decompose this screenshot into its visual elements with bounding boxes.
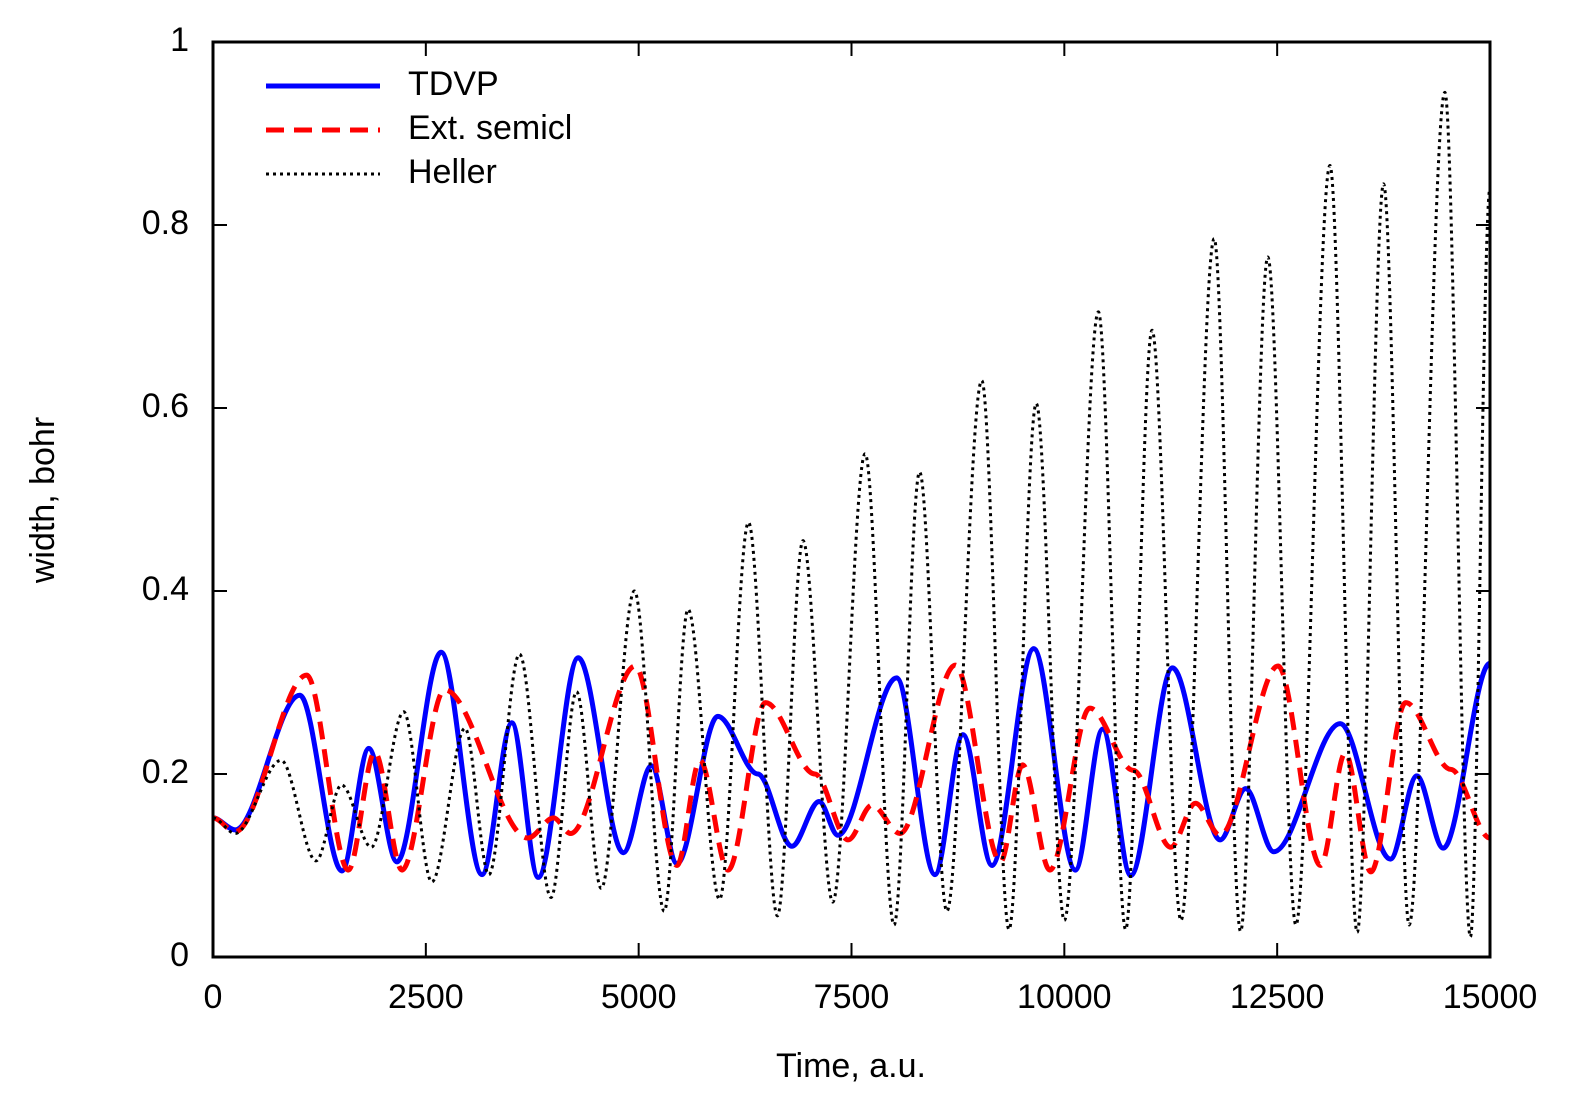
x-tick-label: 7500 xyxy=(814,978,890,1016)
y-tick-label: 0.4 xyxy=(142,570,189,608)
x-axis-label: Time, a.u. xyxy=(776,1047,926,1085)
legend-label: Heller xyxy=(408,153,497,191)
y-tick-label: 0.8 xyxy=(142,204,189,242)
x-tick-label: 5000 xyxy=(601,978,677,1016)
x-tick-label: 2500 xyxy=(388,978,464,1016)
y-tick-label: 0.2 xyxy=(142,753,189,791)
x-tick-label: 0 xyxy=(204,978,223,1016)
plot-frame xyxy=(211,40,1492,959)
y-tick-label: 0 xyxy=(170,936,189,974)
x-tick-label: 15000 xyxy=(1443,978,1538,1016)
y-axis-label: width, bohr xyxy=(24,417,62,584)
legend-label: TDVP xyxy=(408,65,499,103)
series-line xyxy=(212,662,1492,875)
legend-label: Ext. semicl xyxy=(408,109,572,147)
series-line xyxy=(212,646,1492,880)
y-tick-label: 0.6 xyxy=(142,387,189,425)
x-tick-label: 12500 xyxy=(1230,978,1325,1016)
y-tick-label: 1 xyxy=(170,21,189,59)
series-line xyxy=(212,90,1492,939)
x-tick-label: 10000 xyxy=(1017,978,1112,1016)
